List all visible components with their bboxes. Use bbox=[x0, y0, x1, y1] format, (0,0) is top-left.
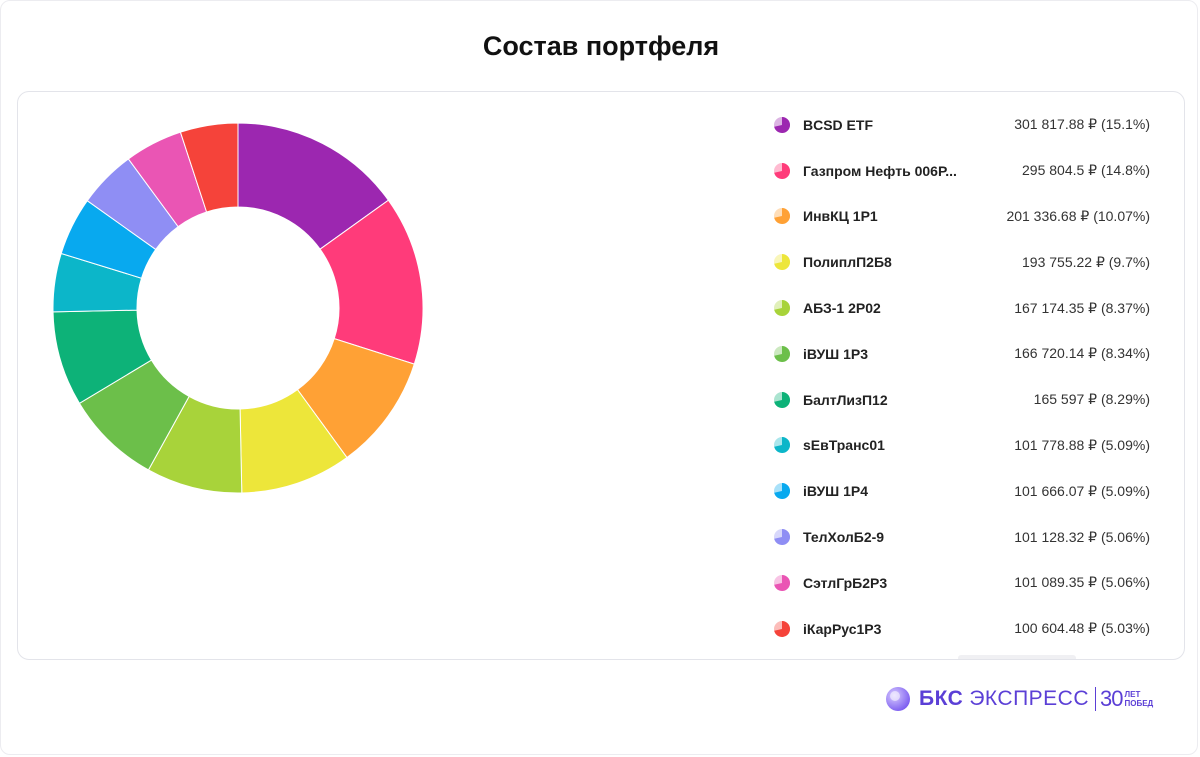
legend-label: BCSD ETF bbox=[803, 116, 873, 133]
brand-name: БКС bbox=[919, 687, 964, 710]
legend-label: iВУШ 1Р4 bbox=[803, 483, 869, 500]
legend-label: ТелХолБ2-9 bbox=[803, 529, 885, 546]
legend-value: 193 755.22 ₽ (9.7%) bbox=[1022, 253, 1150, 270]
legend-label: ИнвКЦ 1Р1 bbox=[803, 208, 878, 225]
brand-badge-line1: ЛЕТ bbox=[1124, 690, 1141, 699]
legend-value: 301 817.88 ₽ (15.1%) bbox=[1014, 116, 1150, 133]
pie-slice-icon bbox=[774, 162, 790, 179]
brand-badge-line2: ПОБЕД bbox=[1124, 699, 1154, 708]
page-title: Состав портфеля bbox=[482, 31, 720, 61]
brand-badge-number: 30 bbox=[1100, 686, 1124, 711]
legend-value: 101 128.32 ₽ (5.06%) bbox=[1014, 528, 1150, 545]
bks-logo-icon bbox=[886, 687, 910, 711]
legend-label: iКарРус1Р3 bbox=[803, 620, 882, 637]
legend-label: sЕвТранс01 bbox=[803, 437, 885, 454]
scroll-indicator[interactable] bbox=[958, 655, 1076, 659]
legend-value: 101 089.35 ₽ (5.06%) bbox=[1014, 574, 1150, 591]
pie-slice-icon bbox=[774, 437, 790, 454]
pie-slice-icon bbox=[774, 208, 790, 225]
brand-badge-text: ЛЕТ ПОБЕД bbox=[1125, 690, 1154, 708]
legend-item[interactable]: sЕвТранс01 101 778.88 ₽ (5.09%) bbox=[770, 423, 1150, 469]
pie-slice-icon bbox=[774, 300, 790, 317]
pie-slice-icon bbox=[774, 345, 790, 362]
pie-slice-icon bbox=[774, 391, 790, 408]
legend-item[interactable]: БалтЛизП12 165 597 ₽ (8.29%) bbox=[770, 377, 1150, 423]
legend-item[interactable]: ТелХолБ2-9 101 128.32 ₽ (5.06%) bbox=[770, 514, 1150, 560]
legend-label: СэтлГрБ2Р3 bbox=[803, 574, 888, 591]
legend-label: АБЗ-1 2Р02 bbox=[803, 300, 881, 317]
legend-item[interactable]: ПолиплП2Б8 193 755.22 ₽ (9.7%) bbox=[770, 239, 1150, 285]
legend-label: Газпром Нефть 006Р... bbox=[803, 162, 957, 179]
legend-label: ПолиплП2Б8 bbox=[803, 254, 892, 271]
legend-item[interactable]: BCSD ETF 301 817.88 ₽ (15.1%) bbox=[770, 102, 1150, 148]
legend-value: 166 720.14 ₽ (8.34%) bbox=[1014, 345, 1150, 362]
legend-item[interactable]: iВУШ 1Р3 166 720.14 ₽ (8.34%) bbox=[770, 331, 1150, 377]
legend-value: 295 804.5 ₽ (14.8%) bbox=[1022, 162, 1150, 179]
donut-chart bbox=[52, 122, 424, 494]
legend-item[interactable]: iКарРус1Р3 100 604.48 ₽ (5.03%) bbox=[770, 606, 1150, 652]
pie-slice-icon bbox=[774, 574, 790, 591]
legend-value: 101 778.88 ₽ (5.09%) bbox=[1014, 436, 1150, 453]
donut-slice[interactable] bbox=[179, 122, 239, 213]
brand-divider bbox=[1095, 687, 1097, 711]
legend-item[interactable]: СэтлГрБ2Р3 101 089.35 ₽ (5.06%) bbox=[770, 560, 1150, 606]
legend-value: 167 174.35 ₽ (8.37%) bbox=[1014, 299, 1150, 316]
legend-value: 201 336.68 ₽ (10.07%) bbox=[1006, 207, 1150, 224]
pie-slice-icon bbox=[774, 620, 790, 637]
legend-value: 101 666.07 ₽ (5.09%) bbox=[1014, 482, 1150, 499]
pie-slice-icon bbox=[774, 529, 790, 546]
pie-slice-icon bbox=[774, 116, 790, 133]
portfolio-card: BCSD ETF 301 817.88 ₽ (15.1%) Газпром Нефт… bbox=[17, 91, 1185, 660]
legend-item[interactable]: Газпром Нефть 006Р... 295 804.5 ₽ (14.8%) bbox=[770, 148, 1150, 194]
legend-item[interactable]: ИнвКЦ 1Р1 201 336.68 ₽ (10.07%) bbox=[770, 194, 1150, 240]
chart-legend: BCSD ETF 301 817.88 ₽ (15.1%) Газпром Нефт… bbox=[770, 102, 1150, 652]
brand-product: ЭКСПРЕСС bbox=[969, 687, 1090, 710]
brand-logo: БКС ЭКСПРЕСС 30 ЛЕТ ПОБЕД bbox=[885, 685, 1153, 713]
legend-label: iВУШ 1Р3 bbox=[803, 345, 869, 362]
legend-item[interactable]: АБЗ-1 2Р02 167 174.35 ₽ (8.37%) bbox=[770, 285, 1150, 331]
pie-slice-icon bbox=[774, 254, 790, 271]
pie-slice-icon bbox=[774, 483, 790, 500]
legend-item[interactable]: iВУШ 1Р4 101 666.07 ₽ (5.09%) bbox=[770, 468, 1150, 514]
legend-value: 165 597 ₽ (8.29%) bbox=[1033, 391, 1150, 408]
legend-value: 100 604.48 ₽ (5.03%) bbox=[1014, 620, 1150, 637]
legend-label: БалтЛизП12 bbox=[803, 391, 888, 408]
